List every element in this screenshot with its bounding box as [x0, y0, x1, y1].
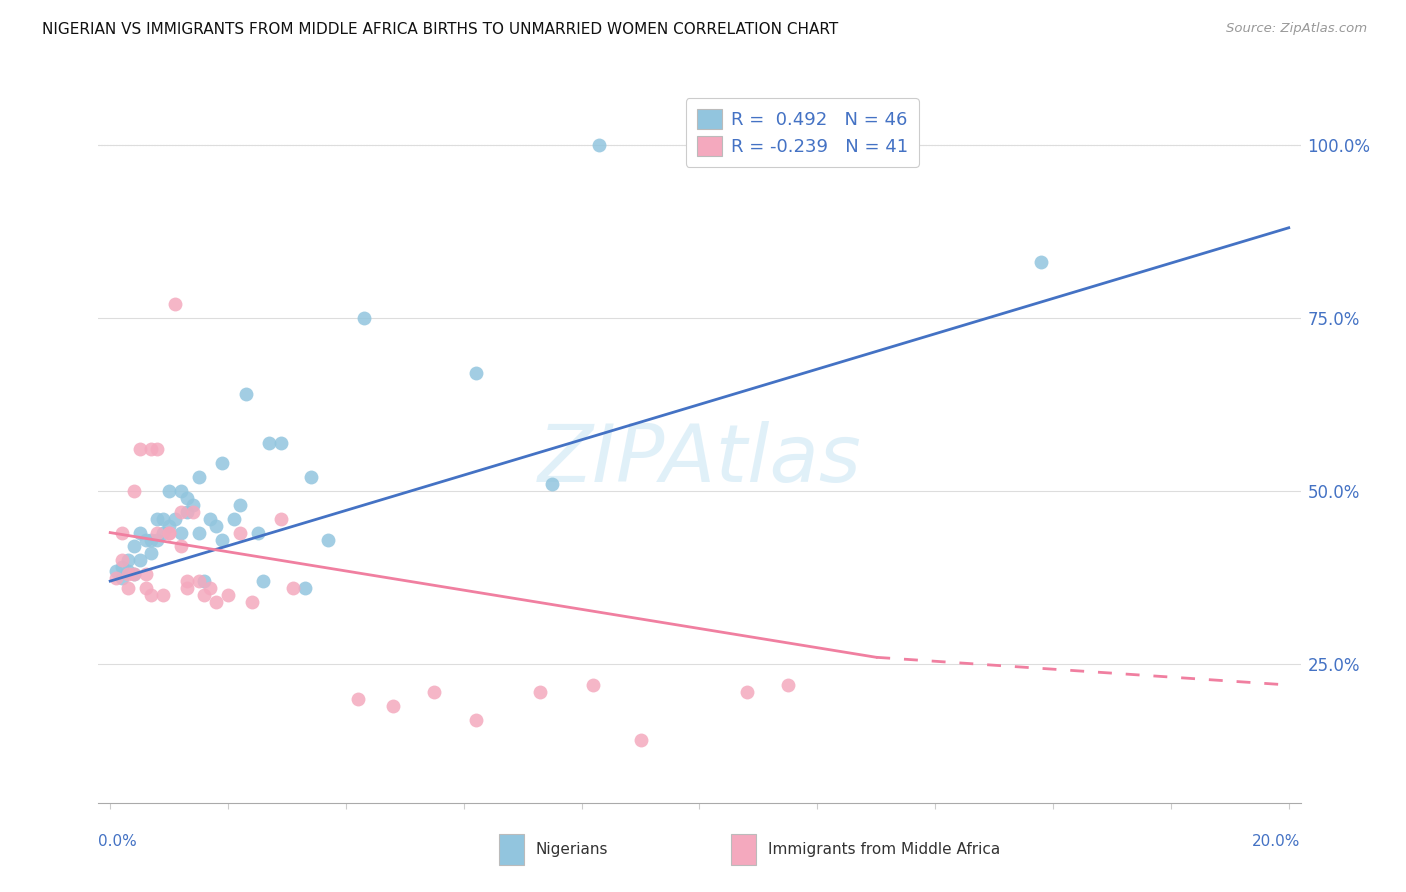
Point: [529, 685, 551, 699]
Point: [141, 442, 163, 457]
Point: [105, 571, 128, 585]
Point: [222, 512, 245, 526]
Point: [122, 540, 145, 554]
Point: [211, 456, 233, 470]
Point: [135, 533, 157, 547]
Point: [235, 387, 257, 401]
Point: [105, 564, 128, 578]
Point: [163, 297, 186, 311]
Point: [316, 533, 339, 547]
Point: [176, 574, 198, 588]
Point: [252, 574, 274, 588]
Point: [240, 595, 263, 609]
Point: [1031, 255, 1053, 269]
Point: [541, 477, 564, 491]
Point: [630, 733, 652, 747]
Point: [135, 567, 157, 582]
Point: [128, 442, 150, 457]
Point: [187, 470, 209, 484]
Point: [157, 483, 180, 498]
Point: [176, 581, 198, 595]
Point: [211, 533, 233, 547]
Text: Source: ZipAtlas.com: Source: ZipAtlas.com: [1226, 22, 1367, 36]
Point: [423, 685, 446, 699]
Point: [117, 553, 139, 567]
Point: [146, 512, 169, 526]
Point: [135, 581, 157, 595]
Text: NIGERIAN VS IMMIGRANTS FROM MIDDLE AFRICA BIRTHS TO UNMARRIED WOMEN CORRELATION : NIGERIAN VS IMMIGRANTS FROM MIDDLE AFRIC…: [42, 22, 838, 37]
Point: [128, 525, 150, 540]
Point: [205, 595, 228, 609]
Text: Nigerians: Nigerians: [536, 842, 609, 856]
Point: [464, 366, 486, 380]
Point: [170, 540, 193, 554]
Point: [122, 483, 145, 498]
Point: [776, 678, 799, 692]
Point: [270, 512, 292, 526]
Point: [735, 685, 758, 699]
Point: [181, 498, 204, 512]
Point: [217, 588, 239, 602]
Point: [152, 525, 174, 540]
Point: [157, 518, 180, 533]
Point: [193, 574, 215, 588]
Point: [582, 678, 605, 692]
Text: ZIPAtlas: ZIPAtlas: [537, 421, 862, 500]
Point: [146, 442, 169, 457]
Point: [141, 588, 163, 602]
Point: [111, 525, 134, 540]
Point: [146, 525, 169, 540]
Point: [200, 581, 222, 595]
Point: [246, 525, 269, 540]
Point: [353, 310, 375, 325]
Point: [117, 564, 139, 578]
Point: [176, 505, 198, 519]
Point: [128, 553, 150, 567]
Point: [270, 435, 292, 450]
Point: [117, 581, 139, 595]
Point: [229, 498, 252, 512]
Point: [382, 698, 405, 713]
Point: [170, 483, 193, 498]
Point: [193, 588, 215, 602]
Point: [346, 691, 368, 706]
Point: [588, 137, 610, 152]
Point: [152, 512, 174, 526]
Point: [464, 713, 486, 727]
Point: [299, 470, 322, 484]
Legend: R =  0.492   N = 46, R = -0.239   N = 41: R = 0.492 N = 46, R = -0.239 N = 41: [686, 98, 920, 167]
Text: 0.0%: 0.0%: [98, 834, 138, 849]
Point: [111, 571, 134, 585]
Point: [111, 553, 134, 567]
Point: [229, 525, 252, 540]
Point: [200, 512, 222, 526]
Text: Immigrants from Middle Africa: Immigrants from Middle Africa: [768, 842, 1000, 856]
Point: [170, 505, 193, 519]
Point: [141, 533, 163, 547]
Point: [152, 588, 174, 602]
Point: [117, 567, 139, 582]
Point: [157, 525, 180, 540]
Point: [111, 560, 134, 574]
Point: [294, 581, 316, 595]
Point: [187, 525, 209, 540]
Point: [187, 574, 209, 588]
Point: [157, 525, 180, 540]
Point: [122, 567, 145, 582]
Point: [141, 546, 163, 560]
Point: [163, 512, 186, 526]
Point: [259, 435, 281, 450]
Point: [205, 518, 228, 533]
Point: [170, 525, 193, 540]
Point: [122, 567, 145, 582]
Point: [281, 581, 304, 595]
Point: [181, 505, 204, 519]
Point: [176, 491, 198, 505]
Point: [146, 533, 169, 547]
Text: 20.0%: 20.0%: [1253, 834, 1301, 849]
